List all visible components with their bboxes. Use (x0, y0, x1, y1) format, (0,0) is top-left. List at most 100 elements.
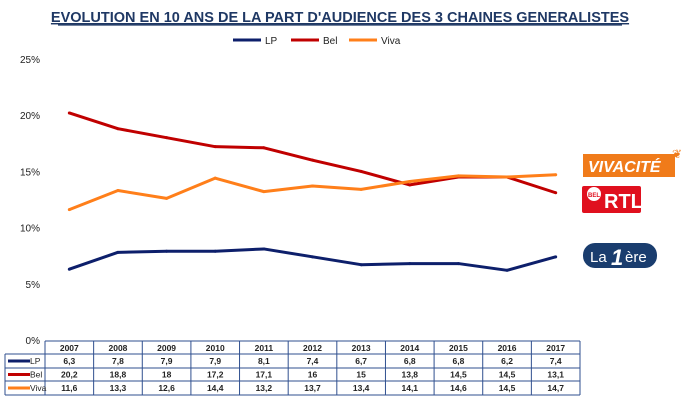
vivacite-logo-text: VIVACITÉ (588, 157, 662, 176)
legend: LP Bel Viva (233, 36, 401, 47)
data-point (408, 180, 412, 184)
data-point (165, 196, 169, 200)
data-point (311, 255, 314, 259)
data-point (311, 184, 314, 188)
svg-text:❦: ❦ (672, 147, 682, 161)
data-label: 6,2 (501, 356, 513, 366)
la1ere-logo: La 1 ère (583, 243, 657, 270)
rtl-logo: BEL RTL (582, 186, 643, 213)
x-tick-label: 2012 (303, 343, 322, 353)
data-label: 20,2 (61, 370, 78, 380)
data-label: 13,8 (401, 370, 418, 380)
data-label: 17,1 (256, 370, 273, 380)
data-label: 6,3 (63, 356, 75, 366)
svg-text:BEL: BEL (588, 193, 600, 199)
legend-label: Bel (323, 36, 337, 47)
data-label: 14,1 (401, 383, 418, 393)
data-point (554, 255, 558, 259)
x-tick-label: 2010 (206, 343, 225, 353)
data-label: 6,8 (404, 356, 416, 366)
data-point (456, 174, 460, 178)
data-point (116, 250, 120, 254)
data-label: 6,8 (452, 356, 464, 366)
data-point (408, 262, 412, 266)
data-point (67, 111, 71, 115)
data-label: 14,7 (547, 383, 564, 393)
data-label: 13,7 (304, 383, 321, 393)
data-point (505, 268, 509, 272)
data-table: 2007 2008 2009 2010 2011 2012 2013 2014 2015 2016… (4, 340, 581, 396)
data-label: 16 (308, 370, 318, 380)
y-axis: 0% 5% 10% 15% 20% 25% (20, 55, 40, 347)
chart-title: EVOLUTION EN 10 ANS DE LA PART D'AUDIENC… (51, 10, 629, 26)
data-label: 8,1 (258, 356, 270, 366)
x-tick-label: 2008 (108, 343, 127, 353)
y-tick-label: 20% (20, 111, 40, 122)
svg-text:La: La (590, 249, 607, 266)
vivacite-logo: VIVACITÉ ❦ (583, 147, 682, 177)
table-series-name: Bel (30, 370, 42, 380)
data-label: 14,5 (499, 383, 516, 393)
data-label: 13,2 (256, 383, 273, 393)
data-label: 7,9 (161, 356, 173, 366)
data-label: 7,4 (550, 356, 562, 366)
data-point (554, 173, 558, 177)
y-tick-label: 25% (20, 55, 40, 66)
data-label: 18,8 (110, 370, 127, 380)
x-tick-label: 2007 (60, 343, 79, 353)
data-point (165, 136, 169, 140)
data-label: 14,5 (450, 370, 467, 380)
data-point (262, 146, 266, 150)
data-label: 13,4 (353, 383, 370, 393)
data-label: 12,6 (158, 383, 175, 393)
data-point (213, 249, 217, 253)
data-label: 14,4 (207, 383, 224, 393)
data-label: 17,2 (207, 370, 224, 380)
data-label: 7,9 (209, 356, 221, 366)
data-label: 15 (356, 370, 366, 380)
data-point (67, 267, 71, 271)
data-point (554, 191, 558, 195)
data-point (408, 183, 412, 187)
svg-text:1: 1 (611, 245, 623, 270)
data-label: 13,3 (110, 383, 127, 393)
y-tick-label: 15% (20, 167, 40, 178)
data-point (359, 169, 363, 173)
data-label: 11,6 (61, 383, 77, 393)
series-line-lp (68, 247, 557, 272)
x-tick-label: 2011 (255, 343, 274, 353)
data-label: 6,7 (355, 356, 367, 366)
data-point (311, 158, 314, 162)
data-point (262, 190, 266, 194)
data-point (359, 187, 363, 191)
legend-label: LP (265, 36, 278, 47)
data-point (67, 208, 71, 212)
data-label: 14,6 (450, 383, 467, 393)
x-tick-label: 2009 (157, 343, 176, 353)
table-series-name: LP (30, 356, 41, 366)
data-point (505, 175, 509, 179)
series-line-viva (68, 173, 556, 212)
svg-text:RTL: RTL (604, 191, 643, 213)
y-tick-label: 10% (20, 224, 40, 235)
svg-text:ère: ère (625, 249, 647, 266)
x-tick-label: 2013 (352, 343, 371, 353)
data-point (116, 189, 120, 193)
data-point (359, 263, 363, 267)
data-point (165, 249, 169, 253)
data-point (213, 145, 217, 149)
y-tick-label: 5% (26, 280, 41, 291)
series-lines (67, 111, 558, 272)
table-series-name: Viva (30, 383, 47, 393)
x-tick-label: 2016 (498, 343, 517, 353)
data-point (262, 247, 266, 251)
series-line-bel (68, 111, 557, 195)
data-label: 7,4 (307, 356, 319, 366)
data-label: 13,1 (547, 370, 564, 380)
x-tick-label: 2015 (449, 343, 468, 353)
x-tick-label: 2017 (546, 343, 565, 353)
data-point (456, 262, 460, 266)
legend-label: Viva (381, 36, 401, 47)
